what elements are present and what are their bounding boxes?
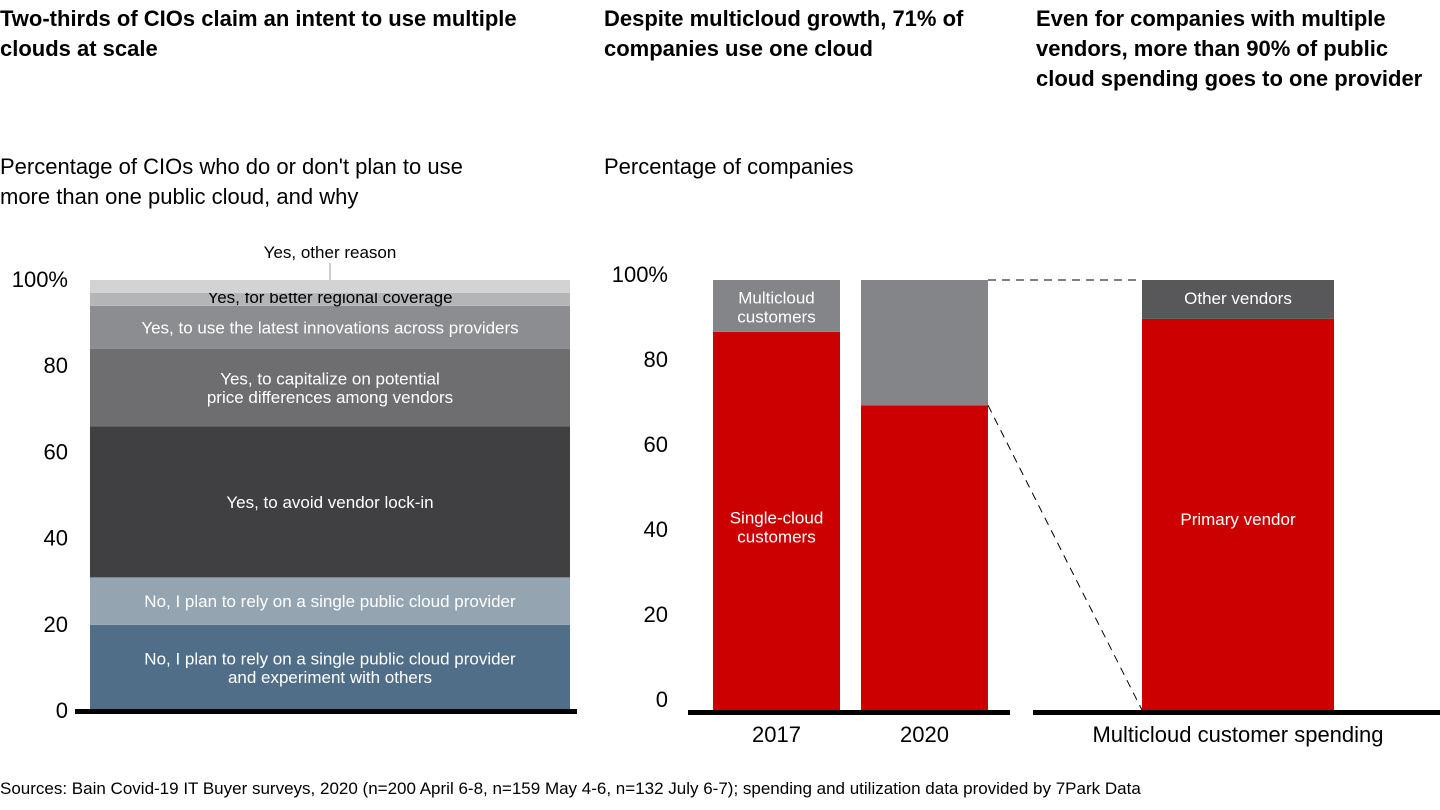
x-tick-label: 2020 [900, 722, 949, 747]
x-tick-label: Multicloud customer spending [1092, 722, 1383, 747]
chart2-subtitle: Percentage of companies [604, 154, 854, 179]
segment-label: Multicloud [738, 289, 815, 308]
chart3-title: Even for companies with multiple vendors… [1036, 6, 1423, 91]
segment-label: customers [737, 527, 815, 546]
segment-label: Yes, other reason [264, 243, 397, 262]
segment-label: customers [737, 307, 815, 326]
y-tick-label: 100% [612, 262, 668, 287]
segment-label: Yes, to use the latest innovations acros… [141, 318, 518, 337]
y-tick-label: 40 [644, 517, 668, 542]
y-tick-label: 0 [656, 687, 668, 712]
x-axis-line [75, 709, 577, 714]
x-axis-line [1033, 710, 1440, 715]
bar-segment [90, 624, 570, 711]
x-axis-line [688, 710, 1010, 715]
bar-segment [1142, 280, 1334, 319]
bar-segment [861, 405, 988, 712]
y-tick-label: 20 [44, 612, 68, 637]
segment-label: Single-cloud [730, 509, 824, 528]
segment-label: price differences among vendors [207, 388, 453, 407]
y-tick-label: 60 [644, 432, 668, 457]
bar-segment [713, 280, 840, 332]
y-tick-label: 60 [44, 439, 68, 464]
bar-segment [1142, 318, 1334, 712]
segment-label: and experiment with others [228, 668, 432, 687]
y-tick-label: 100% [12, 267, 68, 292]
y-tick-label: 40 [44, 526, 68, 551]
segment-label: Yes, to avoid vendor lock-in [226, 493, 433, 512]
bar-segment [713, 331, 840, 712]
connector-line [987, 405, 1143, 711]
y-tick-label: 20 [644, 602, 668, 627]
bar-segment [90, 292, 570, 306]
x-tick-label: 2017 [752, 722, 801, 747]
segment-label: Other vendors [1184, 289, 1292, 308]
bar-segment [90, 305, 570, 349]
bar-segment [90, 280, 570, 293]
bar-segment [90, 426, 570, 578]
segment-label: No, I plan to rely on a single public cl… [144, 650, 516, 669]
y-tick-label: 80 [44, 353, 68, 378]
chart1-title: Two-thirds of CIOs claim an intent to us… [0, 6, 517, 61]
y-tick-label: 80 [644, 347, 668, 372]
segment-label: Primary vendor [1180, 510, 1296, 529]
y-tick-label: 0 [56, 698, 68, 723]
segment-label: No, I plan to rely on a single public cl… [144, 592, 516, 611]
segment-label: Yes, to capitalize on potential [220, 369, 440, 388]
chart2-title: Despite multicloud growth, 71% of compan… [604, 6, 964, 61]
bar-segment [861, 280, 988, 406]
chart1-subtitle: Percentage of CIOs who do or don't plan … [0, 154, 463, 209]
source-note: Sources: Bain Covid-19 IT Buyer surveys,… [0, 779, 1141, 798]
bar-segment [90, 348, 570, 427]
bar-segment [90, 577, 570, 625]
